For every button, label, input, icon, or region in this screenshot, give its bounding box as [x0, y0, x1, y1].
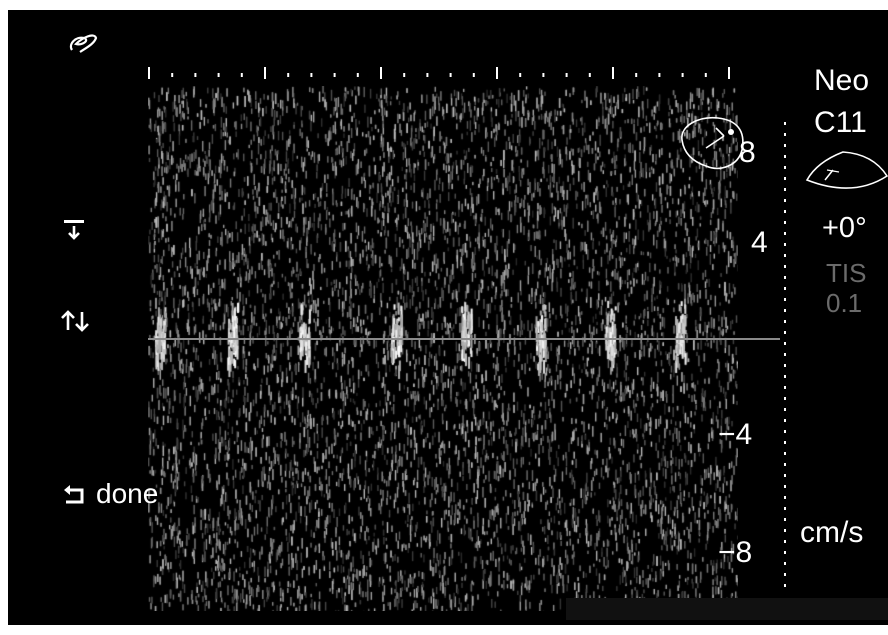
scale-label-neg4: −4: [718, 418, 753, 451]
doppler-spectrum: [148, 86, 738, 611]
anatomy-outline-icon: [681, 116, 744, 170]
tis-value: 0.1: [826, 288, 863, 318]
steer-angle: +0°: [822, 212, 867, 244]
done-label: done: [96, 478, 159, 509]
ultrasound-display: 8 4 −4 −8 cm/s Neo C11 +0° TIS 0.1: [8, 10, 888, 625]
time-ruler: [148, 67, 730, 79]
baseline-line: [148, 338, 780, 340]
tis-label: TIS: [826, 258, 867, 288]
scale-unit: cm/s: [800, 516, 864, 549]
probe-label: C11: [814, 106, 867, 139]
scale-label-4: 4: [751, 226, 768, 259]
done-button[interactable]: done: [60, 478, 190, 512]
probe-sector-icon: [805, 151, 888, 189]
scale-label-neg8: −8: [718, 536, 753, 569]
velocity-scale-axis: [784, 122, 786, 587]
ge-logo-icon: [69, 34, 98, 53]
footer-bar: [566, 598, 888, 620]
invert-arrows-icon[interactable]: [58, 306, 92, 336]
return-arrow-icon: [64, 485, 84, 504]
preset-label: Neo: [814, 64, 870, 97]
baseline-down-icon[interactable]: [60, 216, 88, 244]
